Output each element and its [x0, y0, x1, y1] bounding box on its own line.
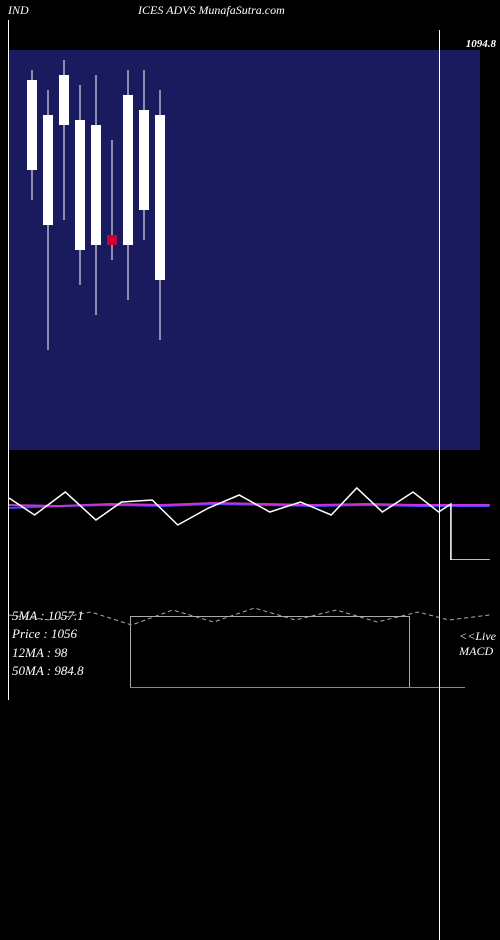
symbol-label: IND: [8, 3, 138, 18]
ma5-stat: 5MA : 1057.1: [12, 607, 84, 625]
ma12-stat: 12MA : 98: [12, 644, 84, 662]
macd-baseline: [130, 687, 465, 688]
stats-panel: 5MA : 1057.1 Price : 1056 12MA : 98 50MA…: [12, 607, 84, 680]
candlestick-series: [9, 20, 500, 460]
volume-svg: [9, 460, 500, 560]
ma-line-blue: [9, 504, 490, 508]
ma-line-magenta: [9, 503, 490, 506]
current-time-line: [439, 30, 440, 940]
price-chart: 1094.8: [8, 20, 500, 460]
macd-box: [130, 616, 410, 688]
title-label: ICES ADVS MunafaSutra.com: [138, 3, 285, 18]
macd-text: MACD: [459, 644, 496, 660]
live-macd-label: <<Live MACD: [459, 629, 496, 660]
ma50-stat: 50MA : 984.8: [12, 662, 84, 680]
chart-header: IND ICES ADVS MunafaSutra.com: [0, 0, 500, 20]
volume-line: [9, 488, 490, 560]
volume-chart: [8, 460, 500, 560]
price-stat: Price : 1056: [12, 625, 84, 643]
live-text: <<Live: [459, 629, 496, 645]
